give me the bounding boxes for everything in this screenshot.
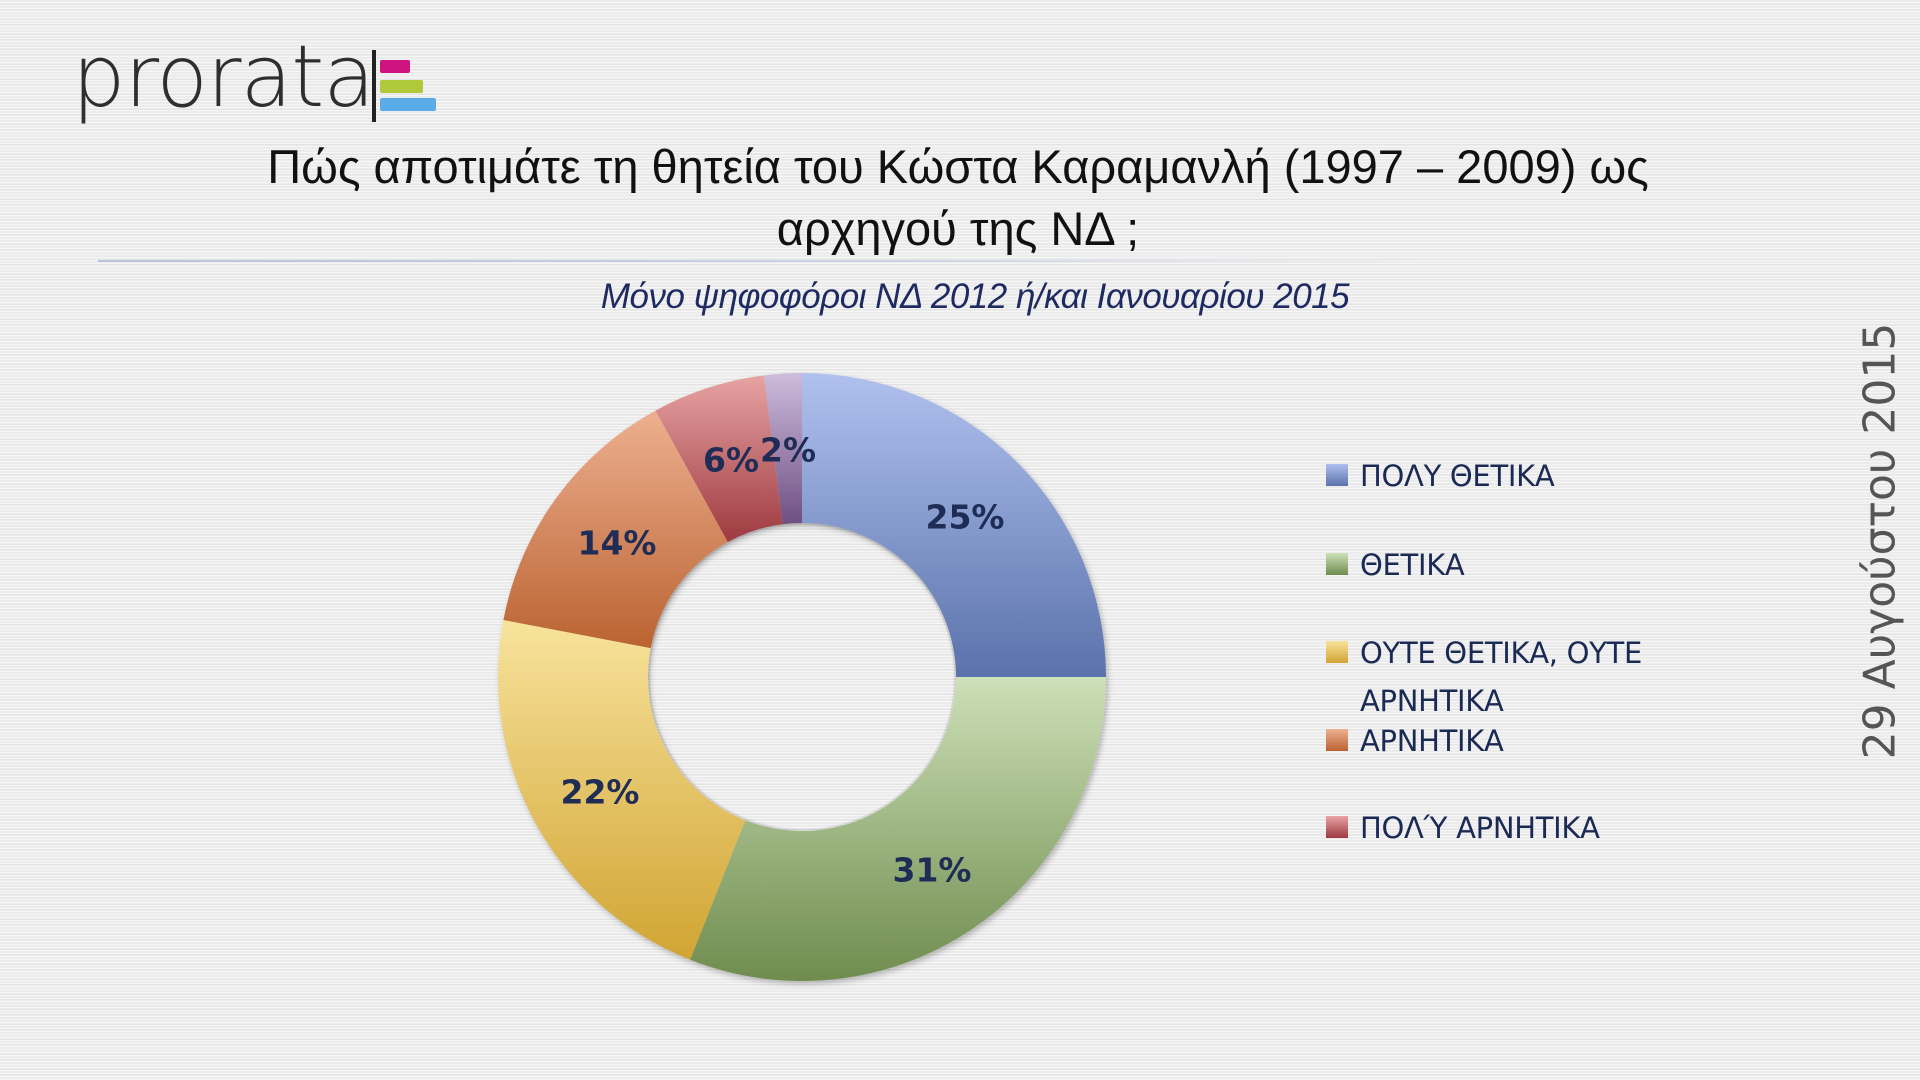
logo-stripe-magenta — [380, 60, 410, 73]
data-label-other: 2% — [759, 430, 817, 470]
slice-other[interactable] — [763, 373, 802, 525]
data-label-thetika: 31% — [892, 850, 972, 890]
logo-wordmark: prorata — [72, 27, 375, 127]
legend-label: ΟΥΤΕ ΘΕΤΙΚΑ, ΟΥΤΕ ΑΡΝΗΤΙΚΑ — [1360, 636, 1642, 718]
slice-thetika[interactable] — [690, 677, 1106, 982]
chart-title-line2: αρχηγού της ΝΔ ; — [776, 202, 1140, 255]
legend-item-thetika[interactable]: ΘΕΤΙΚΑ — [1326, 541, 1720, 589]
chart-subtitle: Μόνο ψηφοφόροι ΝΔ 2012 ή/και Ιανουαρίου … — [600, 277, 1350, 316]
chart-title-line1: Πώς αποτιμάτε τη θητεία του Κώστα Καραμα… — [267, 140, 1649, 193]
slice-arnitika[interactable] — [503, 410, 728, 649]
legend-swatch-icon — [1326, 729, 1348, 751]
slice-oute-oute[interactable] — [498, 620, 746, 960]
data-label-arnitika: 14% — [577, 523, 657, 563]
legend-label: ΘΕΤΙΚΑ — [1360, 548, 1465, 582]
legend-label: ΠΟΛΎ ΑΡΝΗΤΙΚΑ — [1360, 811, 1600, 845]
data-label-poly-thetika: 25% — [925, 497, 1005, 537]
slice-poly-thetika[interactable] — [802, 373, 1106, 677]
legend-swatch-icon — [1326, 464, 1348, 486]
legend-item-poly-arnitika[interactable]: ΠΟΛΎ ΑΡΝΗΤΙΚΑ — [1326, 804, 1720, 852]
logo-stripe-blue — [380, 98, 436, 111]
legend-swatch-icon — [1326, 553, 1348, 575]
legend-swatch-icon — [1326, 816, 1348, 838]
legend-item-poly-thetika[interactable]: ΠΟΛΥ ΘΕΤΙΚΑ — [1326, 452, 1720, 500]
data-label-poly-arnitika: 6% — [702, 440, 760, 480]
data-label-oute-oute: 22% — [560, 772, 640, 812]
legend-label: ΑΡΝΗΤΙΚΑ — [1360, 724, 1504, 758]
logo-divider — [372, 50, 376, 122]
prorata-logo: prorata — [72, 34, 452, 128]
chart-title: Πώς αποτιμάτε τη θητεία του Κώστα Καραμα… — [100, 136, 1816, 260]
donut-hole — [648, 523, 956, 831]
legend-item-oute-oute[interactable]: ΟΥΤΕ ΘΕΤΙΚΑ, ΟΥΤΕ ΑΡΝΗΤΙΚΑ — [1326, 629, 1690, 725]
survey-date: 29 Αυγούστου 2015 — [1854, 322, 1906, 760]
legend-item-arnitika[interactable]: ΑΡΝΗΤΙΚΑ — [1326, 717, 1720, 765]
logo-stripe-green — [380, 80, 423, 93]
title-divider — [98, 260, 1428, 262]
legend-swatch-icon — [1326, 641, 1348, 663]
slice-poly-arnitika[interactable] — [655, 375, 783, 542]
legend-label: ΠΟΛΥ ΘΕΤΙΚΑ — [1360, 459, 1555, 493]
